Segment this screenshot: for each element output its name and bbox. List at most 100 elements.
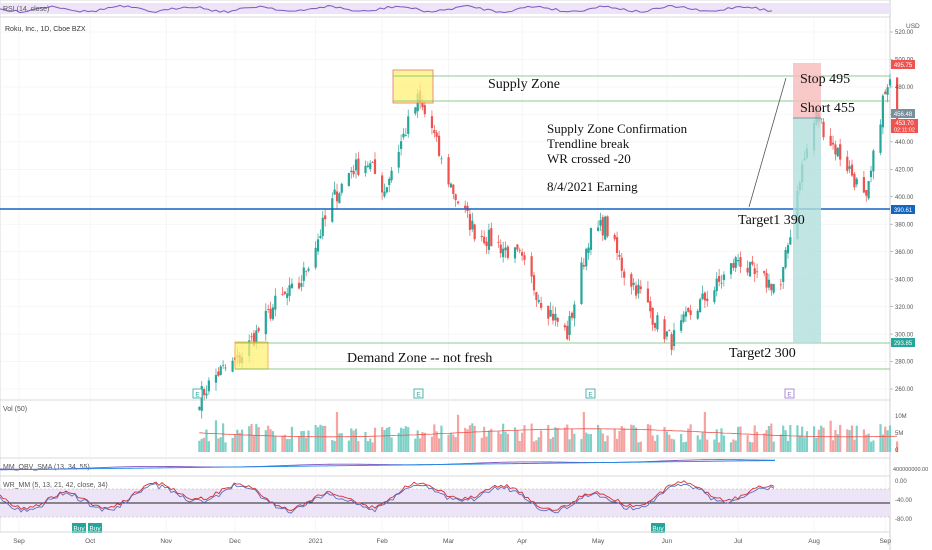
candle-body (684, 311, 687, 317)
candle-body (563, 325, 566, 328)
candle-body (300, 283, 303, 287)
candle-body (483, 236, 486, 244)
price-tick-label: 340.00 (895, 277, 914, 283)
volume-bar (796, 425, 799, 452)
candle-body (502, 248, 505, 258)
candle-body (836, 147, 839, 157)
volume-bar (637, 442, 640, 452)
buy-signal-text: Buy (73, 526, 85, 533)
candle-body (383, 191, 386, 197)
candle-body (381, 175, 384, 193)
candle-body (737, 260, 740, 262)
volume-bar (699, 439, 702, 452)
volume-bar (618, 431, 621, 452)
volume-bar (551, 437, 555, 452)
price-tick-label: 420.00 (895, 168, 914, 174)
volume-bar (689, 424, 692, 452)
volume-bar (748, 441, 752, 452)
candle-body (302, 267, 305, 281)
volume-bar (290, 426, 294, 452)
candle-body (283, 291, 286, 294)
price-pane: Roku, Inc., 1D, Cboe BZX USD Supply Zone… (0, 17, 920, 532)
volume-bar (599, 429, 602, 452)
candle-body (316, 239, 320, 252)
candle-body (516, 244, 519, 250)
volume-bar (324, 425, 327, 452)
volume-bar (257, 427, 260, 452)
candle-body (566, 325, 569, 340)
volume-bar (639, 441, 642, 452)
candle-body (582, 265, 585, 267)
volume-bar (729, 442, 733, 452)
volume-bar (502, 423, 505, 452)
candle-body (822, 121, 825, 138)
volume-bar (803, 437, 806, 452)
candle-body (471, 220, 474, 230)
candle-body (437, 135, 441, 156)
candle-body (286, 293, 289, 298)
candle-body (452, 184, 455, 194)
volume-bar (715, 429, 718, 452)
volume-bar (596, 424, 600, 452)
candle-body (338, 193, 341, 204)
candle-body (829, 135, 832, 146)
candle-body (834, 144, 837, 155)
volume-bar (817, 429, 820, 452)
candle-body (217, 371, 220, 376)
volume-bar (530, 423, 533, 452)
candle-body (231, 360, 234, 372)
volume-bar (286, 439, 289, 452)
volume-bar (853, 439, 856, 452)
earnings-marker-label: E (588, 392, 593, 399)
supply-zone-text: Supply Zone (488, 77, 560, 92)
volume-bar (613, 428, 616, 452)
volume-bar (805, 431, 809, 452)
volume-bar (684, 441, 687, 452)
volume-bar (305, 438, 308, 452)
candle-body (831, 142, 835, 145)
volume-bar (763, 433, 766, 452)
volume-bar (407, 427, 410, 452)
candle-body (646, 288, 650, 303)
candles (198, 73, 899, 419)
candle-body (848, 166, 851, 169)
price-tick-label: 280.00 (895, 360, 914, 366)
candle-body (252, 333, 256, 347)
volume-bar (672, 439, 676, 452)
volume-bar (767, 425, 771, 452)
candle-body (596, 227, 600, 232)
candle-body (532, 275, 536, 291)
candle-body (770, 283, 773, 291)
rsi-pane: RSI (14, close) (0, 3, 890, 14)
candle-body (205, 393, 208, 396)
volume-bar (314, 425, 317, 452)
volume-bar (369, 438, 372, 452)
candle-body (373, 159, 377, 174)
volume-bar (696, 435, 699, 452)
candle-body (601, 217, 604, 236)
volume-bar (414, 438, 417, 452)
volume-bar (665, 431, 669, 452)
candle-body (668, 330, 671, 332)
volume-bar (333, 440, 336, 452)
candle-body (865, 189, 868, 196)
volume-bar (784, 430, 787, 452)
volume-bar (350, 428, 353, 452)
candle-body (587, 247, 590, 253)
volume-bar (862, 429, 865, 452)
candle-body (264, 310, 267, 335)
candle-body (639, 286, 642, 290)
volume-bar (587, 434, 590, 452)
volume-bar (888, 425, 892, 452)
candle-body (765, 272, 768, 288)
time-tick-label: Feb (377, 538, 389, 545)
volume-bar (815, 437, 818, 452)
candle-body (820, 118, 823, 120)
volume-bar (331, 439, 334, 452)
volume-bar (236, 429, 239, 452)
volume-bar (198, 440, 201, 452)
candle-body (297, 282, 301, 289)
time-axis: Sep Oct Nov Dec 2021 Feb Mar Apr May Jun Jul Aug Sep (0, 531, 891, 545)
volume-bar (630, 424, 633, 452)
